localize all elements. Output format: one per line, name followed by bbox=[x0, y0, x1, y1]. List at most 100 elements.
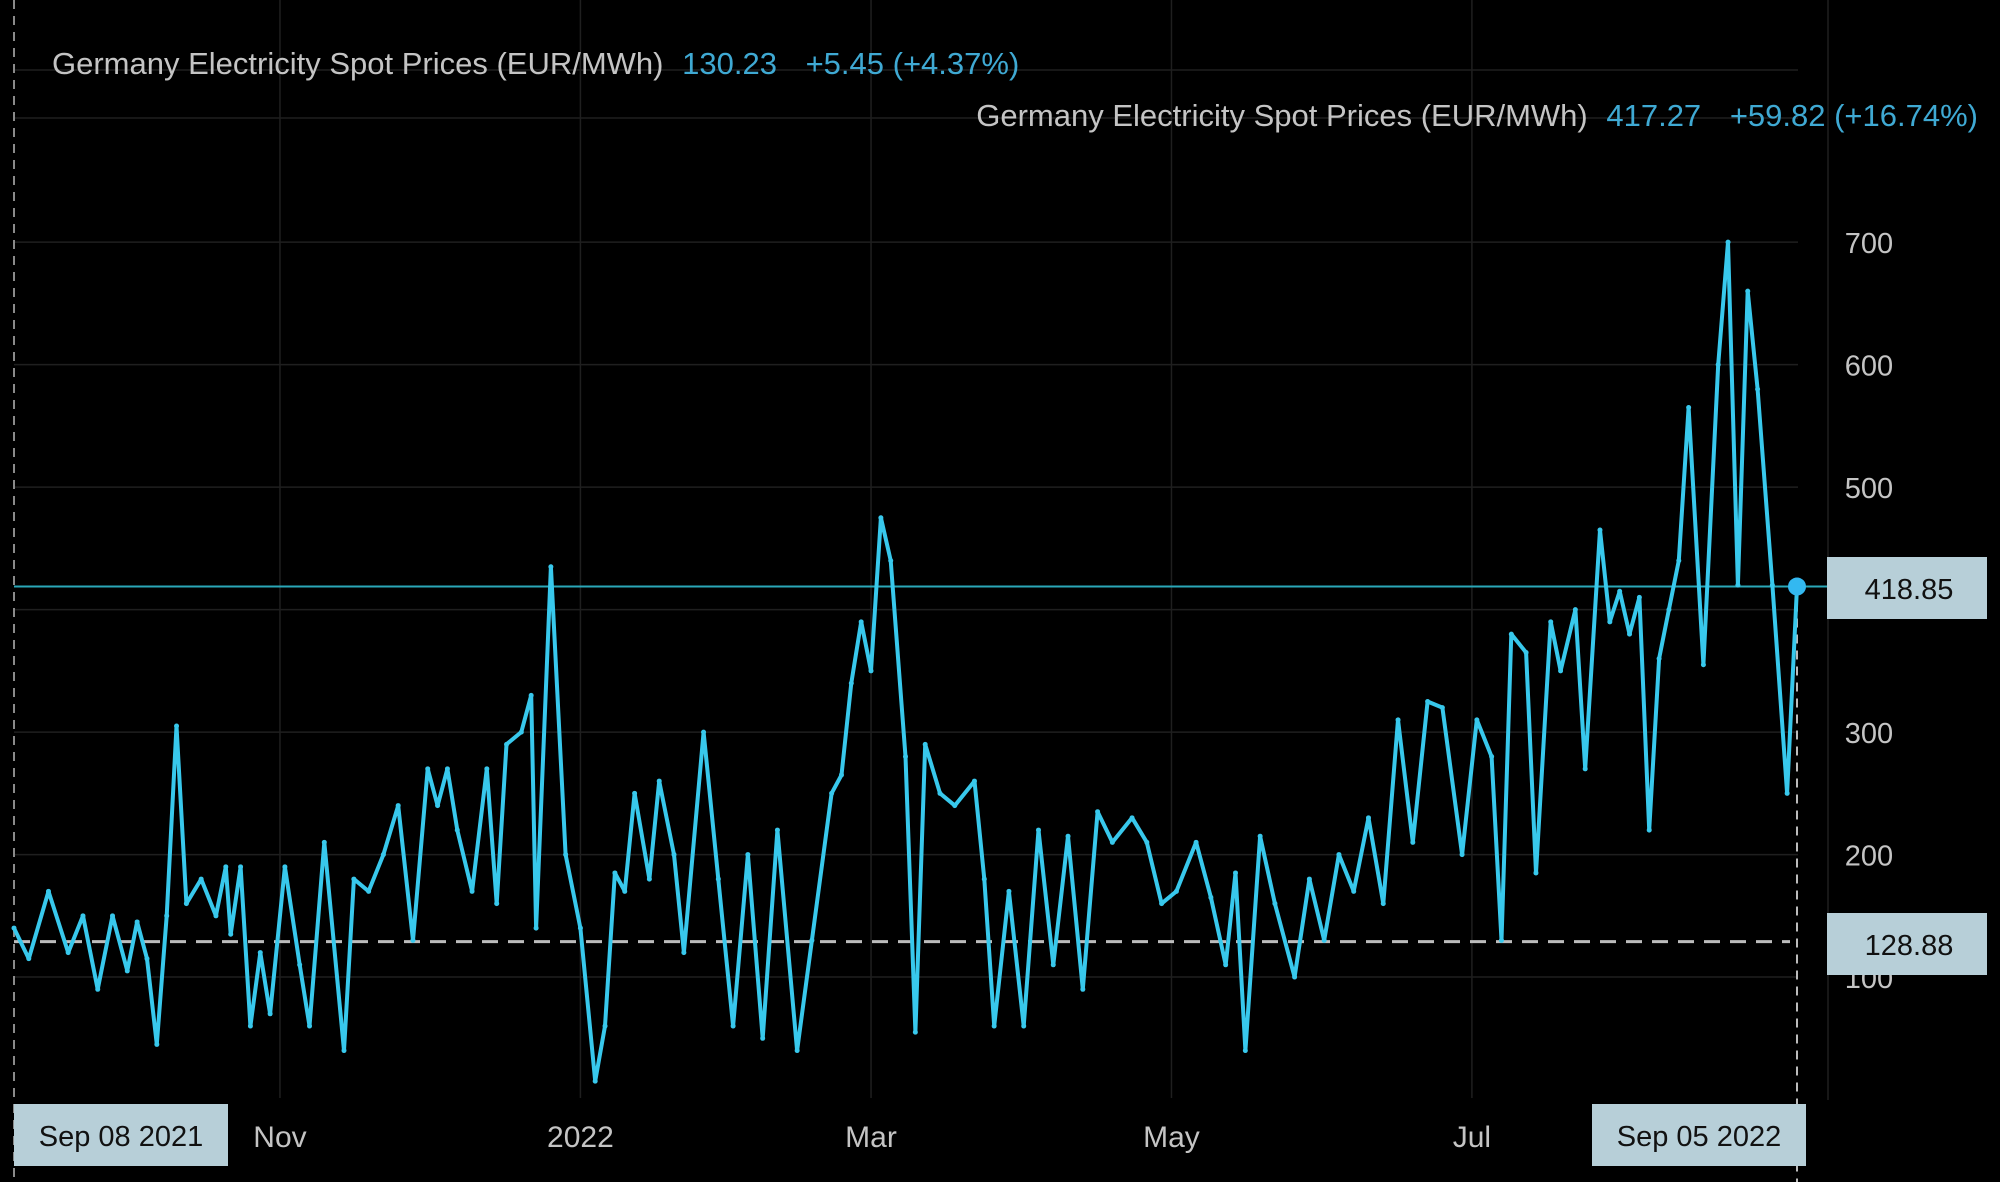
data-point bbox=[380, 852, 386, 858]
data-point bbox=[1617, 588, 1623, 594]
data-point bbox=[1306, 876, 1312, 882]
grid bbox=[13, 0, 1829, 1182]
data-point bbox=[971, 778, 977, 784]
data-point bbox=[937, 790, 943, 796]
data-point bbox=[1095, 809, 1101, 815]
data-point bbox=[469, 888, 475, 894]
data-point bbox=[888, 558, 894, 564]
data-point bbox=[1700, 662, 1706, 668]
data-point bbox=[454, 827, 460, 833]
price-tag-upper: 418.85 bbox=[1827, 557, 1987, 619]
data-point bbox=[1523, 649, 1529, 655]
data-point bbox=[223, 864, 229, 870]
data-point bbox=[435, 803, 441, 809]
data-point bbox=[848, 680, 854, 686]
data-point bbox=[681, 950, 687, 956]
data-point bbox=[1208, 894, 1214, 900]
data-point bbox=[1735, 582, 1741, 588]
data-point bbox=[11, 925, 17, 931]
data-point bbox=[1597, 527, 1603, 533]
x-tick-label: Jul bbox=[1453, 1121, 1491, 1154]
data-point bbox=[410, 937, 416, 943]
data-point bbox=[1755, 386, 1761, 392]
legend-1-value: 130.23 bbox=[682, 46, 777, 81]
date-tag-start: Sep 08 2021 bbox=[14, 1104, 228, 1166]
data-point bbox=[1676, 558, 1682, 564]
data-point bbox=[730, 1023, 736, 1029]
legend-2: Germany Electricity Spot Prices (EUR/MWh… bbox=[976, 98, 1978, 133]
data-point bbox=[257, 950, 263, 956]
y-tick-label: 300 bbox=[1845, 718, 1893, 750]
data-point bbox=[504, 741, 510, 747]
data-point bbox=[878, 515, 884, 521]
data-point bbox=[183, 901, 189, 907]
data-point bbox=[1627, 631, 1633, 637]
date-tag-start-label: Sep 08 2021 bbox=[39, 1121, 203, 1153]
data-point bbox=[602, 1023, 608, 1029]
data-point bbox=[1582, 766, 1588, 772]
data-point bbox=[26, 956, 32, 962]
data-point bbox=[1769, 582, 1775, 588]
data-point bbox=[164, 913, 170, 919]
data-point bbox=[1351, 888, 1357, 894]
data-point bbox=[267, 1011, 273, 1017]
data-point bbox=[1065, 833, 1071, 839]
data-point bbox=[1129, 815, 1135, 821]
data-point bbox=[213, 913, 219, 919]
data-point bbox=[838, 772, 844, 778]
data-point bbox=[1686, 404, 1692, 410]
data-point bbox=[134, 919, 140, 925]
data-point bbox=[903, 754, 908, 760]
data-point bbox=[632, 790, 638, 796]
data-point bbox=[484, 766, 490, 772]
data-point bbox=[1646, 827, 1652, 833]
data-point bbox=[1489, 754, 1495, 760]
data-point bbox=[922, 741, 928, 747]
data-point bbox=[774, 827, 780, 833]
data-point bbox=[395, 803, 401, 809]
data-point bbox=[646, 876, 652, 882]
data-point bbox=[1656, 656, 1662, 662]
data-point bbox=[1159, 901, 1165, 907]
data-point bbox=[858, 619, 864, 625]
x-tick-label: May bbox=[1143, 1121, 1200, 1154]
data-point bbox=[1607, 619, 1613, 625]
data-point bbox=[1725, 239, 1731, 245]
data-point bbox=[981, 876, 987, 882]
data-point bbox=[1666, 607, 1672, 613]
data-point bbox=[548, 564, 554, 570]
data-point bbox=[444, 766, 450, 772]
data-point bbox=[238, 864, 244, 870]
data-point bbox=[794, 1048, 800, 1054]
data-point bbox=[1498, 937, 1504, 943]
date-tag-end-label: Sep 05 2022 bbox=[1617, 1121, 1781, 1153]
data-point bbox=[351, 876, 357, 882]
data-point bbox=[1784, 790, 1790, 796]
data-point bbox=[577, 925, 583, 931]
data-point bbox=[1425, 698, 1431, 704]
data-point bbox=[297, 962, 303, 968]
data-point bbox=[1233, 870, 1239, 876]
data-point bbox=[533, 925, 539, 931]
data-point bbox=[198, 876, 204, 882]
data-point bbox=[671, 852, 677, 858]
data-point bbox=[528, 692, 534, 698]
data-point bbox=[1223, 962, 1229, 968]
data-point bbox=[1636, 594, 1642, 600]
data-point bbox=[95, 986, 101, 992]
y-tick-label: 700 bbox=[1845, 228, 1893, 260]
data-point bbox=[1193, 839, 1199, 845]
data-point bbox=[1459, 852, 1465, 858]
date-tag-start-bg bbox=[14, 1104, 228, 1166]
x-tick-label: Nov bbox=[253, 1121, 306, 1154]
data-point bbox=[1745, 288, 1751, 294]
series-line bbox=[12, 240, 1799, 1084]
data-point bbox=[1365, 815, 1371, 821]
y-tick-label: 600 bbox=[1845, 351, 1893, 383]
data-point bbox=[760, 1035, 766, 1041]
data-point bbox=[1109, 839, 1115, 845]
data-point bbox=[518, 729, 524, 735]
data-point bbox=[1257, 833, 1263, 839]
